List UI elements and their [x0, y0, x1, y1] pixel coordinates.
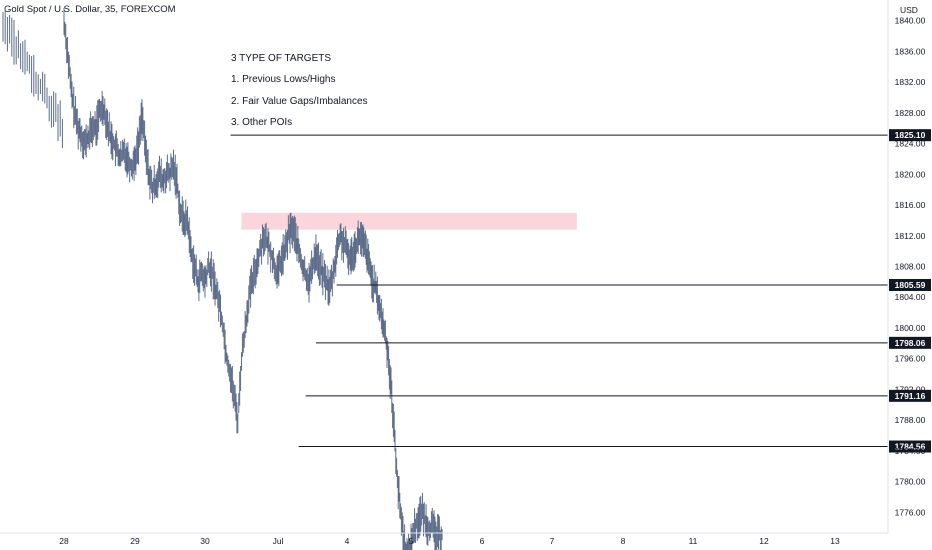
level-layer: 1825.10 1805.59 1798.06 1791.16 1784.56 — [230, 129, 931, 453]
annotation-layer: 3 TYPE OF TARGETS 1. Previous Lows/Highs… — [231, 53, 368, 128]
candle-layer — [2, 6, 443, 550]
x-tick-label: 4 — [345, 536, 350, 546]
imbalance-layer — [241, 212, 577, 230]
y-tick-label: 1828.00 — [895, 108, 926, 118]
y-tick-label: 1800.00 — [895, 323, 926, 333]
x-tick-label: 6 — [480, 536, 485, 546]
y-tick-label: 1824.00 — [895, 139, 926, 149]
level-price-label: 1825.10 — [895, 130, 926, 140]
y-tick-label: 1776.00 — [895, 507, 926, 517]
level-price-badge — [889, 389, 931, 402]
annotation-line-2: 2. Fair Value Gaps/Imbalances — [231, 96, 368, 107]
y-tick-label: 1788.00 — [895, 415, 926, 425]
x-tick-label: 11 — [689, 536, 698, 546]
x-tick-label: Jul — [273, 536, 284, 546]
level-price-label: 1798.06 — [895, 338, 926, 348]
currency-label: USD — [900, 5, 918, 15]
level-price-label: 1805.59 — [895, 280, 926, 290]
level-price-badge — [889, 336, 931, 349]
level-price-label: 1791.16 — [895, 391, 926, 401]
level-price-badge — [889, 440, 931, 453]
y-tick-label: 1808.00 — [895, 262, 926, 272]
annotation-line-3: 3. Other POIs — [231, 117, 292, 128]
x-tick-label: 5 — [409, 536, 414, 546]
level-price-label: 1784.56 — [895, 442, 926, 452]
x-tick-label: 29 — [130, 536, 140, 546]
x-tick-label: 12 — [759, 536, 769, 546]
y-tick-label: 1812.00 — [895, 231, 926, 241]
y-axis: 1840.00 1836.00 1832.00 1828.00 1824.00 1820.… — [887, 0, 926, 533]
y-tick-label: 1820.00 — [895, 169, 926, 179]
x-tick-label: 28 — [59, 536, 69, 546]
y-tick-label: 1792.00 — [895, 384, 926, 394]
y-tick-label: 1796.00 — [895, 354, 926, 364]
y-tick-label: 1832.00 — [895, 77, 926, 87]
x-tick-label: 7 — [550, 536, 555, 546]
y-tick-label: 1780.00 — [895, 477, 926, 487]
y-tick-label: 1816.00 — [895, 200, 926, 210]
imbalance-zone — [241, 212, 577, 230]
level-price-badge — [889, 279, 931, 292]
annotation-line-1: 1. Previous Lows/Highs — [231, 74, 336, 85]
symbol-title: Gold Spot / U.S. Dollar, 35, FOREXCOM — [4, 4, 176, 15]
y-tick-label: 1804.00 — [895, 292, 926, 302]
x-tick-label: 30 — [200, 536, 210, 546]
y-tick-label: 1840.00 — [895, 16, 926, 26]
level-price-badge — [889, 129, 931, 142]
y-tick-label: 1784.00 — [895, 446, 926, 456]
x-tick-label: 8 — [621, 536, 626, 546]
y-tick-label: 1836.00 — [895, 46, 926, 56]
x-axis: 28 29 30 Jul 4 5 6 7 8 11 12 13 — [0, 532, 888, 546]
annotation-line-0: 3 TYPE OF TARGETS — [231, 53, 331, 64]
x-tick-label: 13 — [830, 536, 840, 546]
